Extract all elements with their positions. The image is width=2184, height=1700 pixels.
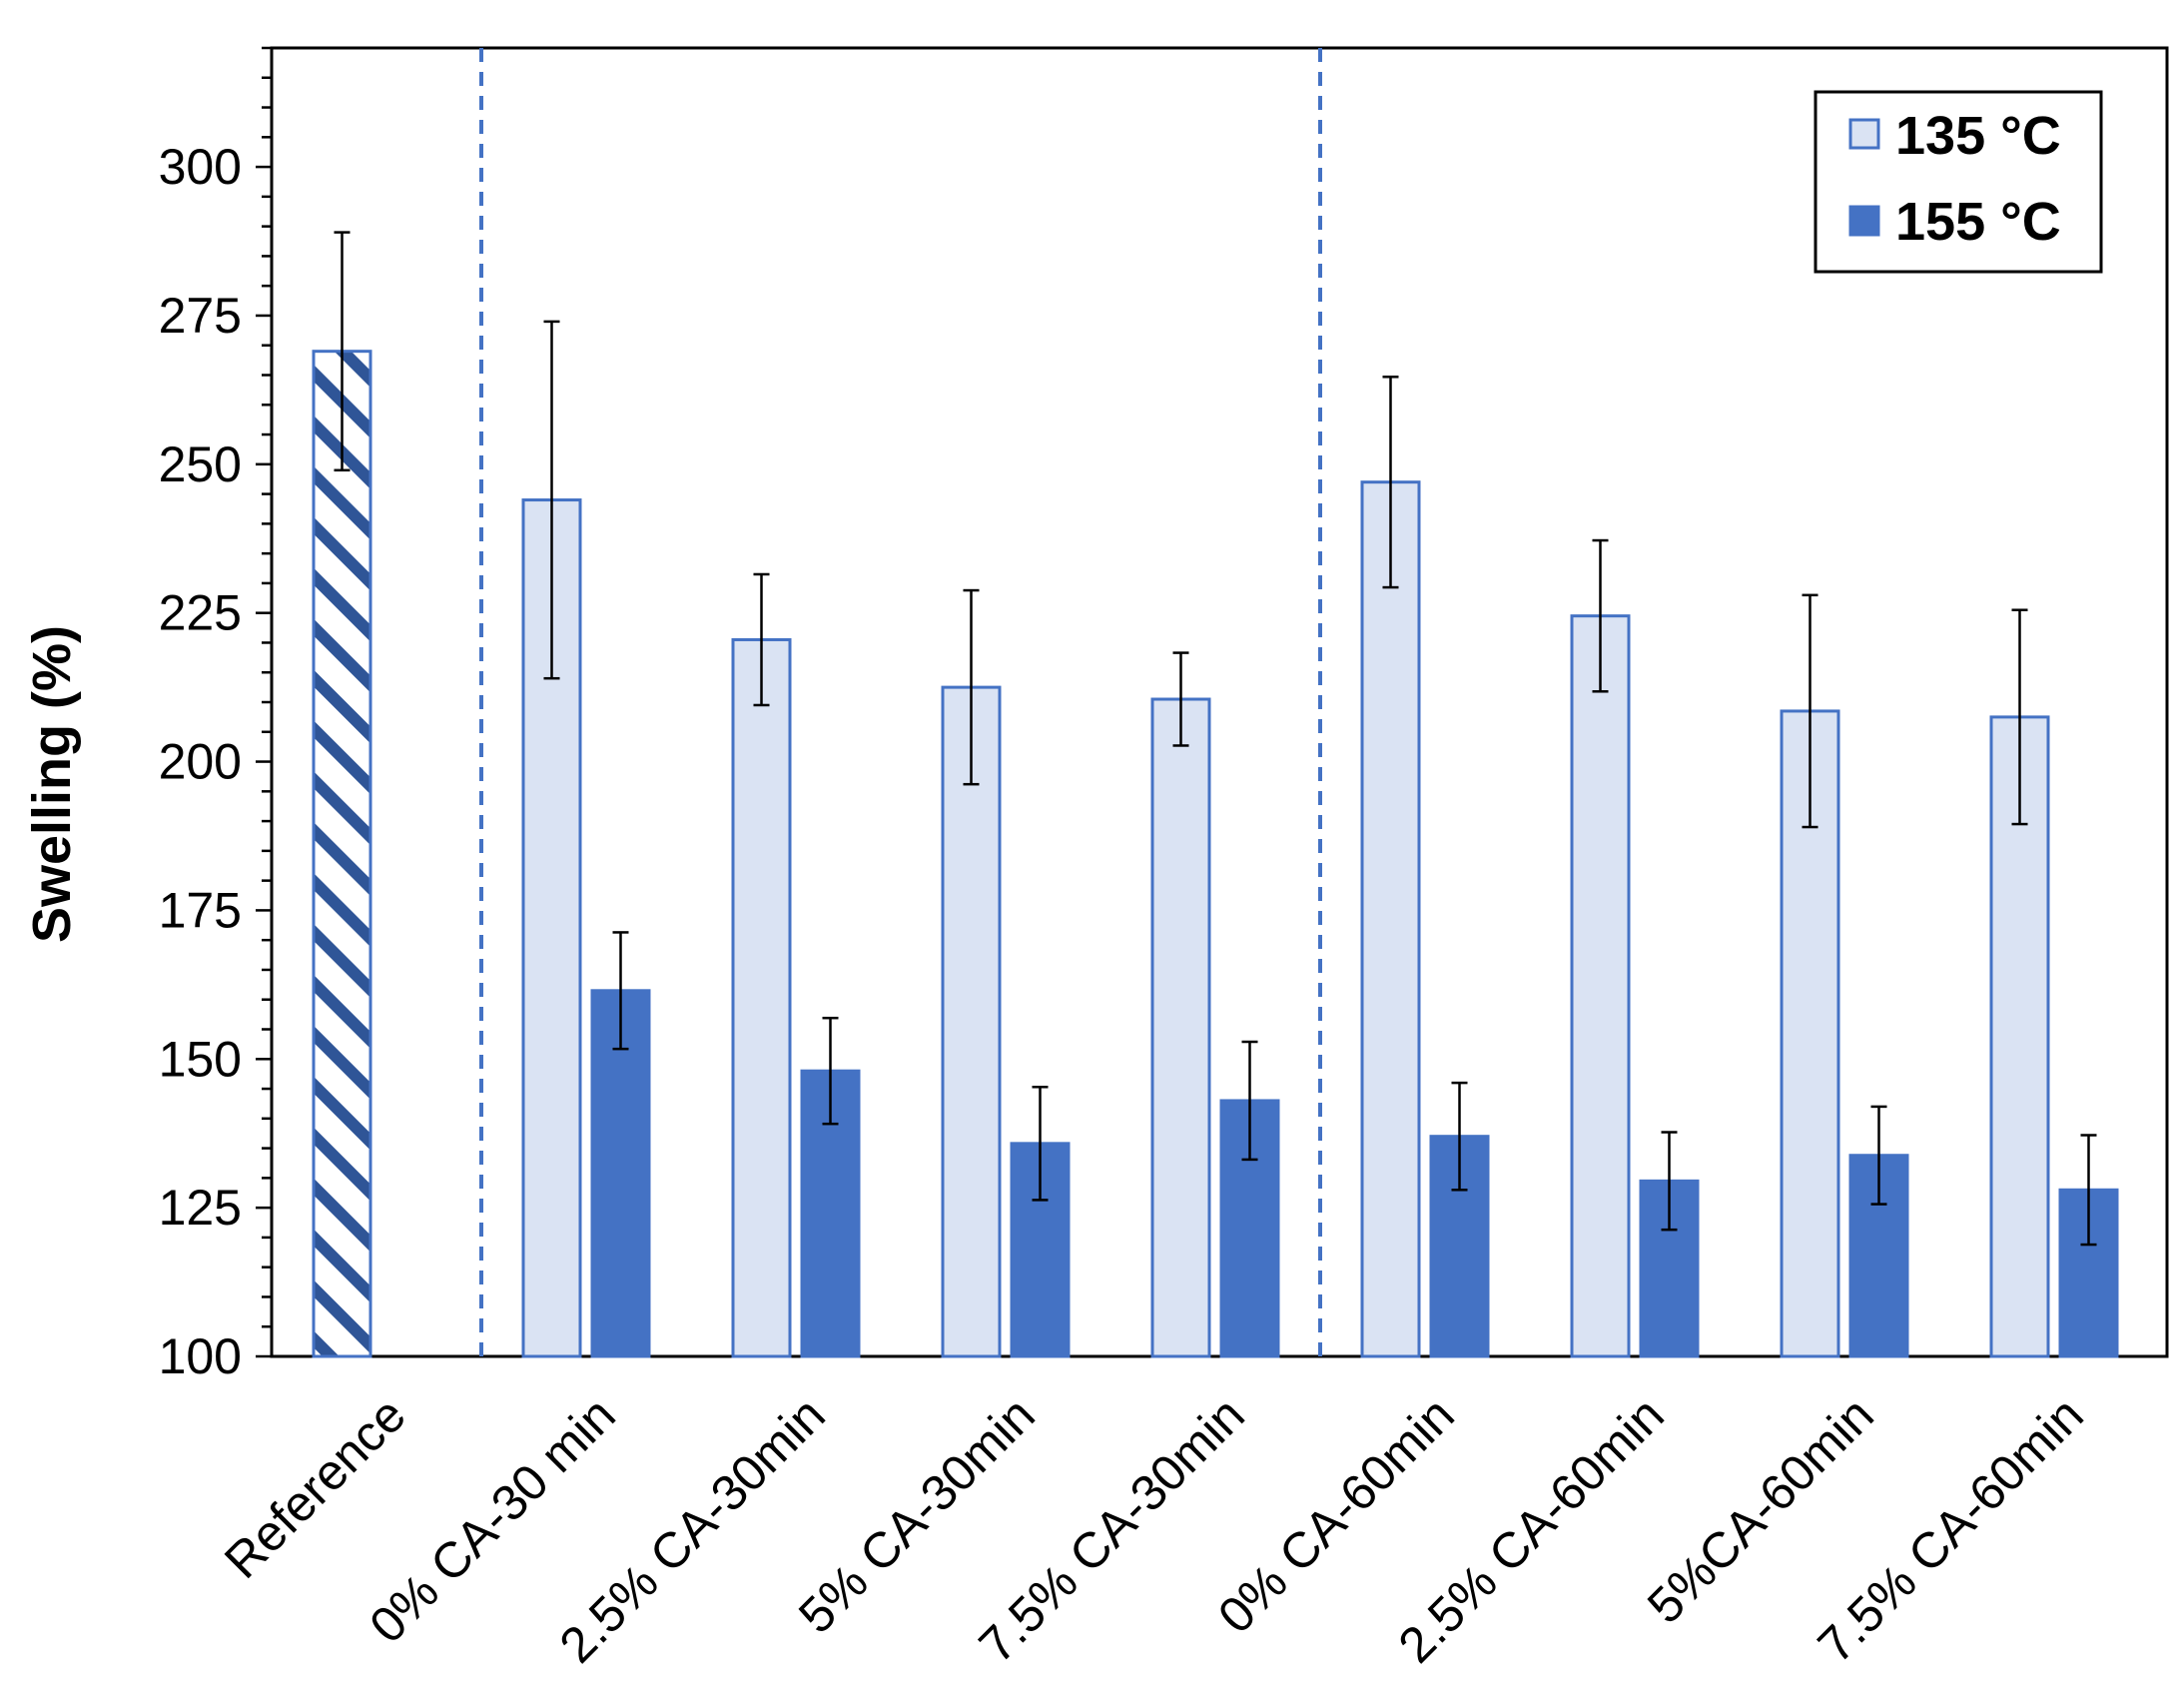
y-tick-label: 250 [159,436,242,492]
y-tick-label: 150 [159,1031,242,1087]
legend-swatch-135 [1848,118,1880,150]
y-tick-label: 125 [159,1180,242,1236]
bar-135 [1150,697,1211,1358]
y-tick-label: 275 [159,288,242,344]
legend-swatch-155 [1848,205,1880,237]
bar-135 [941,685,1002,1358]
legend-label-135: 135 °C [1895,106,2061,166]
y-tick-label: 225 [159,585,242,641]
y-tick-label: 200 [159,734,242,790]
bar-reference [312,350,372,1358]
bar-135 [731,637,792,1358]
y-tick-label: 300 [159,139,242,195]
bar-135 [1570,614,1631,1358]
legend: 135 °C 155 °C [1814,90,2103,274]
x-tick-label: Reference [214,1386,416,1589]
legend-label-155: 155 °C [1895,192,2061,252]
bar-155 [1639,1179,1700,1358]
y-axis-label: Swelling (%) [22,625,82,943]
y-tick-label: 100 [159,1328,242,1384]
bar-135 [1360,480,1421,1358]
y-tick-label: 175 [159,882,242,938]
